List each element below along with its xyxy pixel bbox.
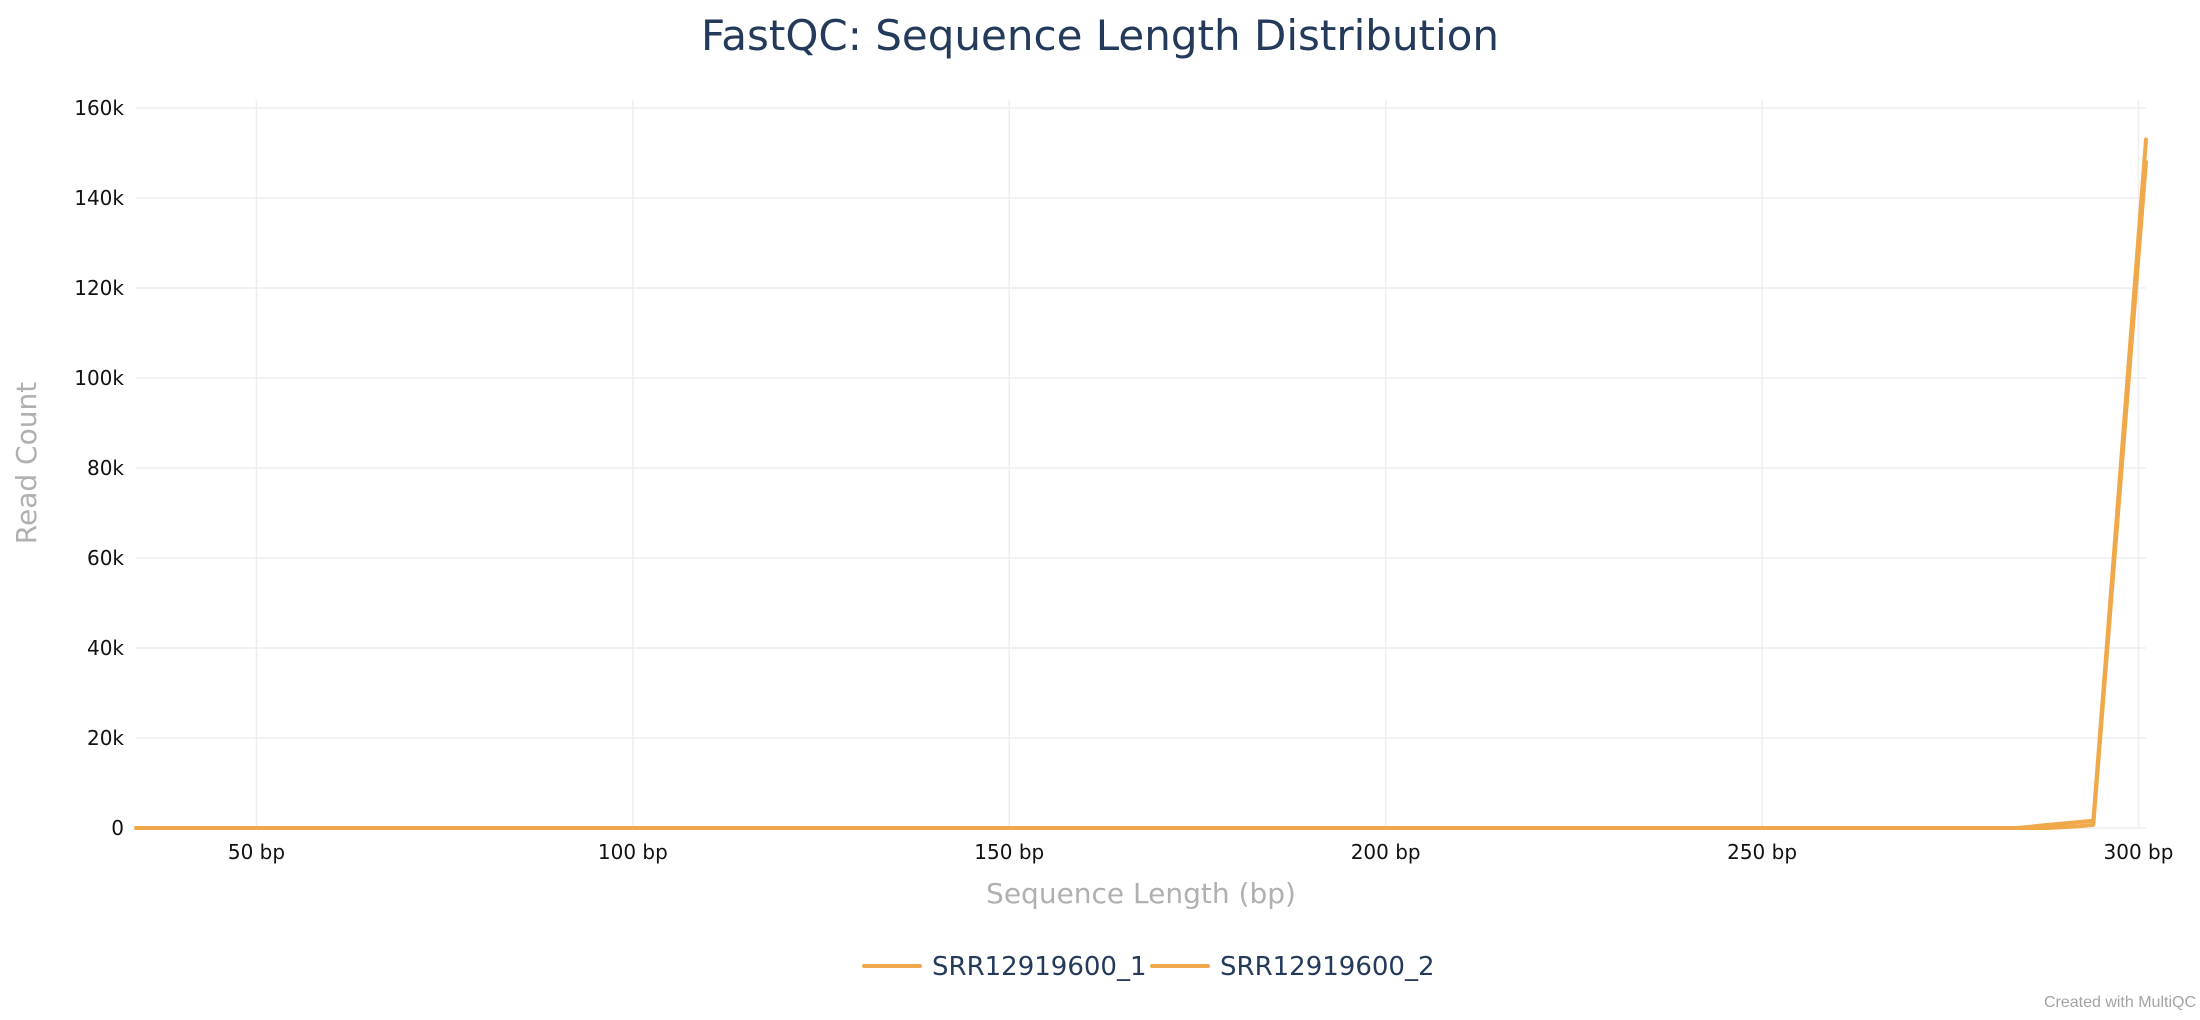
y-tick-label: 120k	[74, 276, 124, 300]
x-tick-label: 150 bp	[974, 840, 1044, 864]
chart-title: FastQC: Sequence Length Distribution	[701, 11, 1499, 60]
y-tick-label: 20k	[87, 726, 124, 750]
y-tick-label: 160k	[74, 96, 124, 120]
y-tick-label: 60k	[87, 546, 124, 570]
x-axis-label: Sequence Length (bp)	[986, 877, 1296, 910]
legend-label: SRR12919600_1	[932, 952, 1147, 982]
y-tick-label: 140k	[74, 186, 124, 210]
x-tick-label: 250 bp	[1727, 840, 1797, 864]
chart-grid	[136, 100, 2146, 829]
x-tick-label: 200 bp	[1351, 840, 1421, 864]
legend-item-2[interactable]: SRR12919600_2	[1150, 952, 1435, 982]
series-line-1[interactable]	[134, 137, 2148, 830]
series-line-2[interactable]	[134, 160, 2148, 830]
x-tick-label: 300 bp	[2104, 840, 2174, 864]
x-tick-label: 50 bp	[228, 840, 285, 864]
y-axis-ticks: 0 20k 40k 60k 80k 100k 120k 140k 160k	[74, 96, 124, 840]
y-tick-label: 40k	[87, 636, 124, 660]
x-tick-label: 100 bp	[598, 840, 668, 864]
y-tick-label: 0	[111, 816, 124, 840]
x-axis-ticks: 50 bp 100 bp 150 bp 200 bp 250 bp 300 bp	[228, 840, 2174, 864]
legend-item-1[interactable]: SRR12919600_1	[862, 952, 1147, 982]
credit-text: Created with MultiQC	[2044, 994, 2196, 1011]
series-layer	[134, 137, 2148, 830]
y-axis-label: Read Count	[10, 382, 43, 544]
chart-legend[interactable]: SRR12919600_1 SRR12919600_2	[862, 952, 1435, 982]
legend-label: SRR12919600_2	[1220, 952, 1435, 982]
y-tick-label: 80k	[87, 456, 124, 480]
y-tick-label: 100k	[74, 366, 124, 390]
